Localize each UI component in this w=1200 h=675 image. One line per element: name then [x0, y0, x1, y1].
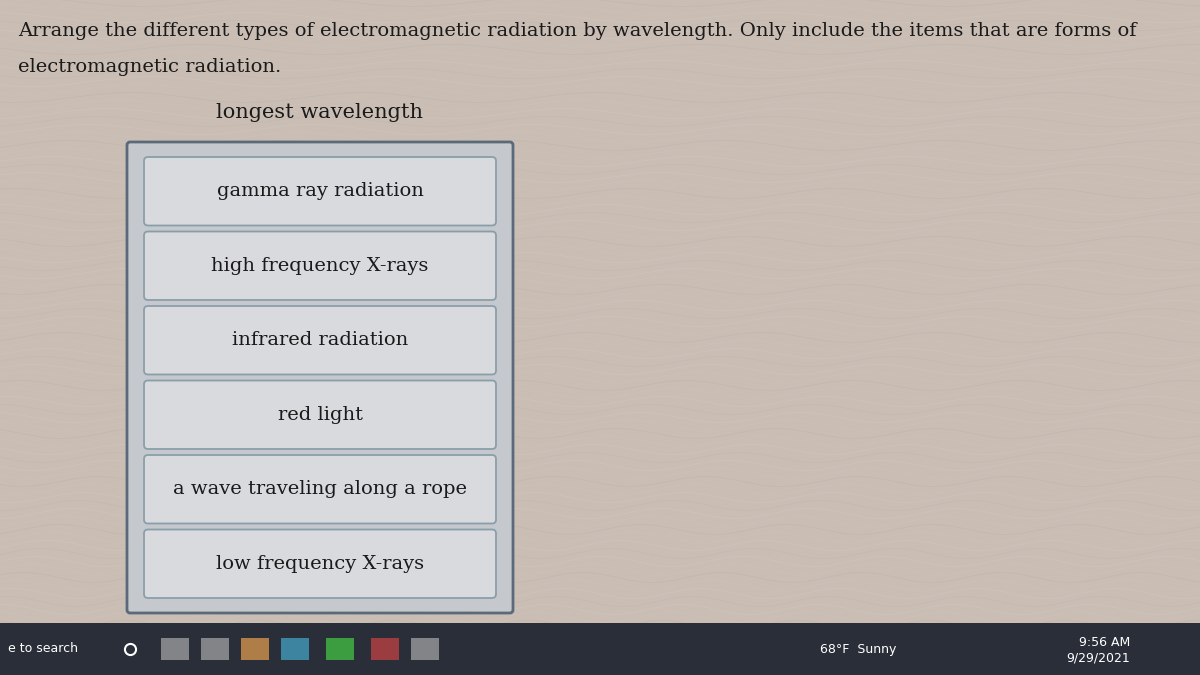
Text: low frequency X-rays: low frequency X-rays: [216, 555, 424, 573]
Bar: [326, 638, 354, 660]
Bar: [371, 638, 398, 660]
Text: e to search: e to search: [8, 643, 78, 655]
Text: red light: red light: [277, 406, 362, 424]
FancyBboxPatch shape: [144, 455, 496, 524]
Text: gamma ray radiation: gamma ray radiation: [216, 182, 424, 200]
Text: 9/29/2021: 9/29/2021: [1067, 651, 1130, 664]
Text: Arrange the different types of electromagnetic radiation by wavelength. Only inc: Arrange the different types of electroma…: [18, 22, 1136, 40]
FancyBboxPatch shape: [144, 381, 496, 449]
FancyBboxPatch shape: [127, 142, 514, 613]
Text: a wave traveling along a rope: a wave traveling along a rope: [173, 480, 467, 498]
Bar: [202, 638, 229, 660]
Bar: [161, 638, 190, 660]
Text: high frequency X-rays: high frequency X-rays: [211, 256, 428, 275]
Bar: [0, 623, 1200, 675]
Text: 68°F  Sunny: 68°F Sunny: [820, 643, 896, 655]
Text: 9:56 AM: 9:56 AM: [1079, 635, 1130, 649]
FancyBboxPatch shape: [144, 306, 496, 375]
FancyBboxPatch shape: [144, 157, 496, 225]
Text: infrared radiation: infrared radiation: [232, 331, 408, 349]
FancyBboxPatch shape: [144, 232, 496, 300]
Bar: [410, 638, 439, 660]
Text: electromagnetic radiation.: electromagnetic radiation.: [18, 58, 281, 76]
FancyBboxPatch shape: [144, 529, 496, 598]
Text: longest wavelength: longest wavelength: [216, 103, 424, 122]
Bar: [281, 638, 310, 660]
Bar: [241, 638, 269, 660]
